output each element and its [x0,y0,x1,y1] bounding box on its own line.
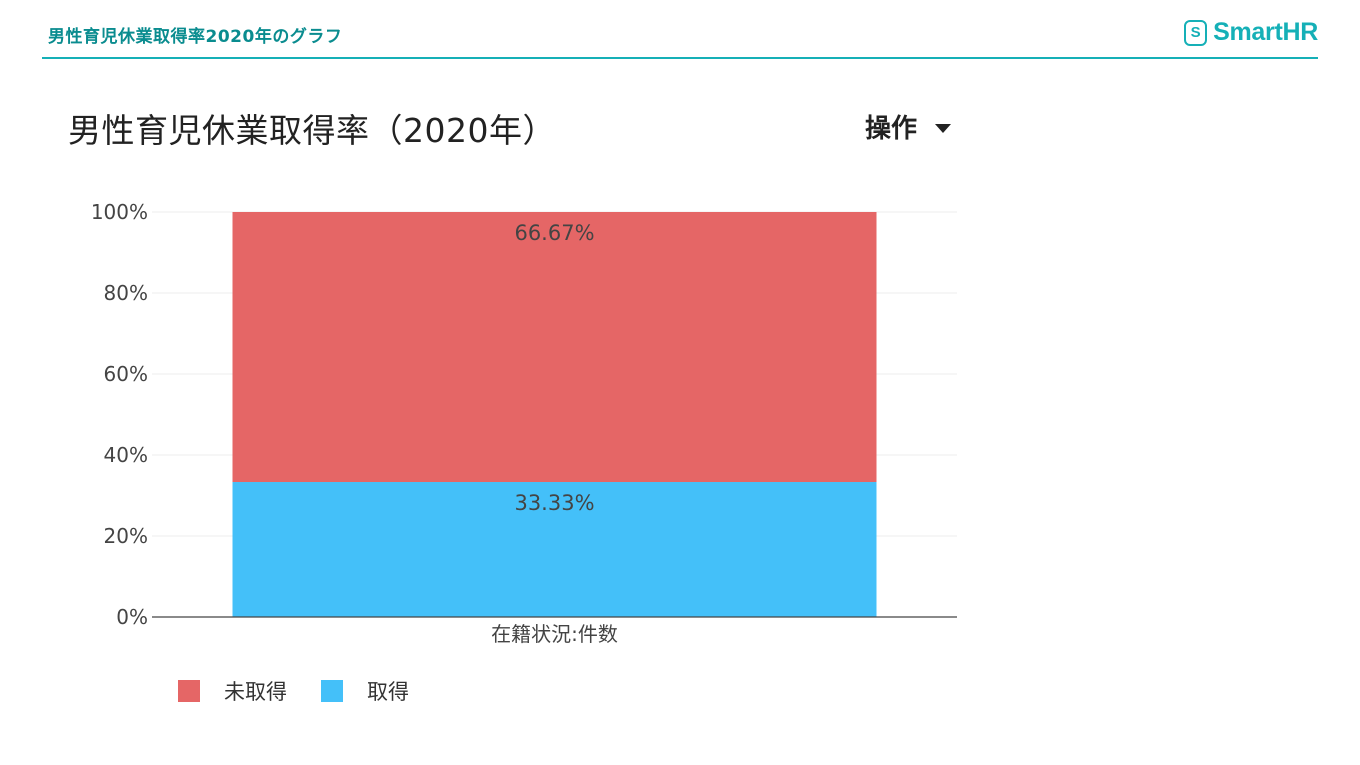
operations-dropdown[interactable]: 操作 [865,108,952,145]
data-label: 33.33% [514,491,594,515]
operations-label: 操作 [865,114,918,144]
y-tick-label: 80% [104,281,148,305]
y-tick-label: 0% [116,605,148,629]
bar-segment [232,482,877,617]
chart-legend: 未取得 取得 [178,676,409,706]
header-divider [42,57,1318,59]
legend-swatch [178,680,200,702]
smarthr-logo: S SmartHR [1184,18,1318,47]
y-tick-label: 20% [104,524,148,548]
legend-item[interactable]: 取得 [321,676,409,706]
y-tick-label: 60% [104,362,148,386]
logo-mark-icon: S [1184,19,1208,46]
logo-text: SmartHR [1213,18,1318,46]
bar-segment [232,212,877,483]
legend-item[interactable]: 未取得 [178,676,287,706]
y-tick-label: 40% [104,443,148,467]
legend-swatch [321,680,343,702]
legend-label: 未取得 [224,680,287,704]
caret-down-icon [935,123,952,133]
data-label: 66.67% [514,221,594,245]
legend-label: 取得 [367,680,409,704]
y-tick-label: 100% [91,200,148,224]
chart-title: 男性育児休業取得率（2020年） [68,111,556,150]
x-category-label: 在籍状況:件数 [491,622,618,646]
slide-title: 男性育児休業取得率2020年のグラフ [48,27,343,47]
